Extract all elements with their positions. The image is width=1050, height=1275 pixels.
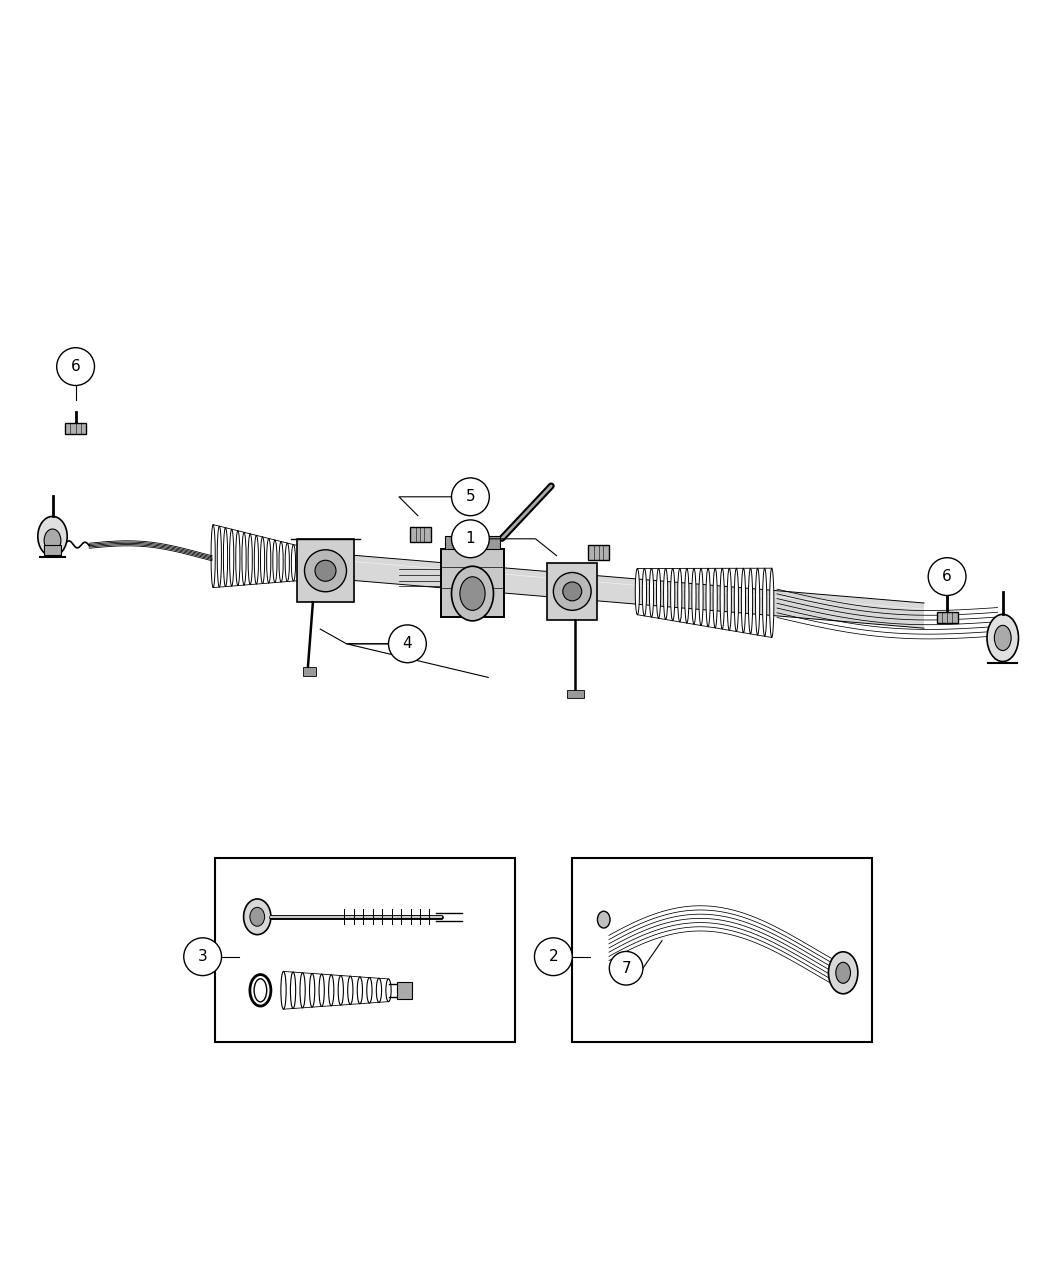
Circle shape: [184, 938, 222, 975]
Bar: [483, 537, 500, 550]
Ellipse shape: [987, 615, 1018, 662]
Circle shape: [553, 572, 591, 611]
Text: 3: 3: [197, 949, 208, 964]
Ellipse shape: [44, 529, 61, 552]
Ellipse shape: [338, 975, 343, 1005]
Bar: [410, 528, 430, 542]
Circle shape: [57, 348, 94, 385]
Ellipse shape: [217, 527, 222, 586]
Ellipse shape: [656, 569, 660, 618]
Ellipse shape: [643, 569, 647, 616]
Ellipse shape: [741, 569, 746, 632]
Ellipse shape: [244, 899, 271, 935]
Ellipse shape: [706, 569, 710, 627]
Ellipse shape: [211, 524, 215, 588]
Ellipse shape: [230, 529, 234, 586]
Ellipse shape: [836, 963, 851, 983]
Ellipse shape: [770, 569, 774, 638]
Bar: [572, 858, 872, 1042]
Text: 4: 4: [402, 636, 413, 652]
Ellipse shape: [664, 569, 668, 620]
Ellipse shape: [250, 908, 265, 926]
Ellipse shape: [254, 536, 258, 584]
Ellipse shape: [671, 569, 675, 621]
Text: 5: 5: [465, 490, 476, 505]
Ellipse shape: [260, 537, 265, 584]
Circle shape: [315, 560, 336, 581]
Circle shape: [452, 478, 489, 515]
Ellipse shape: [310, 973, 315, 1007]
Ellipse shape: [316, 551, 320, 579]
Ellipse shape: [248, 534, 252, 585]
Text: 7: 7: [622, 961, 631, 975]
Ellipse shape: [728, 569, 732, 630]
Ellipse shape: [286, 543, 290, 581]
Ellipse shape: [291, 972, 296, 1009]
Ellipse shape: [329, 975, 334, 1006]
Ellipse shape: [236, 530, 240, 585]
Circle shape: [563, 581, 582, 601]
Bar: [215, 858, 514, 1042]
Circle shape: [452, 520, 489, 557]
Ellipse shape: [677, 569, 681, 622]
Bar: [445, 537, 462, 550]
Ellipse shape: [254, 979, 267, 1002]
Circle shape: [609, 951, 643, 986]
Ellipse shape: [357, 977, 362, 1003]
Ellipse shape: [281, 972, 286, 1010]
Ellipse shape: [224, 528, 228, 587]
Circle shape: [304, 550, 347, 592]
Ellipse shape: [319, 974, 324, 1006]
Ellipse shape: [685, 569, 689, 623]
Ellipse shape: [38, 516, 67, 556]
Ellipse shape: [734, 569, 738, 631]
Ellipse shape: [242, 532, 246, 585]
Circle shape: [534, 938, 572, 975]
Bar: [937, 612, 958, 622]
Ellipse shape: [649, 569, 653, 617]
Ellipse shape: [279, 542, 284, 583]
Text: 6: 6: [942, 569, 952, 584]
Ellipse shape: [267, 538, 271, 583]
Ellipse shape: [762, 569, 766, 636]
Bar: [588, 546, 609, 560]
Ellipse shape: [386, 979, 391, 1002]
Bar: [65, 423, 86, 434]
Ellipse shape: [297, 546, 301, 580]
Bar: [296, 539, 355, 602]
Ellipse shape: [291, 544, 295, 581]
Ellipse shape: [310, 550, 314, 580]
Ellipse shape: [699, 569, 704, 626]
Circle shape: [388, 625, 426, 663]
Ellipse shape: [756, 569, 760, 635]
Bar: [441, 550, 504, 617]
Ellipse shape: [376, 978, 381, 1002]
Bar: [44, 544, 61, 555]
Ellipse shape: [303, 548, 308, 580]
Ellipse shape: [749, 569, 753, 634]
Bar: [303, 667, 316, 676]
Ellipse shape: [273, 541, 277, 583]
Ellipse shape: [828, 951, 858, 993]
Polygon shape: [315, 552, 924, 629]
Ellipse shape: [452, 566, 494, 621]
Bar: [547, 562, 597, 620]
Ellipse shape: [250, 974, 271, 1006]
Text: 6: 6: [70, 360, 81, 374]
Circle shape: [928, 557, 966, 595]
Ellipse shape: [635, 569, 639, 615]
Text: 1: 1: [465, 532, 476, 546]
Ellipse shape: [713, 569, 717, 627]
Ellipse shape: [597, 912, 610, 928]
Ellipse shape: [348, 977, 353, 1005]
Ellipse shape: [994, 625, 1011, 650]
Ellipse shape: [300, 973, 306, 1007]
Ellipse shape: [460, 576, 485, 611]
Bar: [567, 690, 584, 697]
Bar: [397, 982, 412, 998]
Text: 2: 2: [548, 949, 559, 964]
Ellipse shape: [720, 569, 724, 629]
Ellipse shape: [692, 569, 696, 625]
Ellipse shape: [366, 978, 372, 1003]
